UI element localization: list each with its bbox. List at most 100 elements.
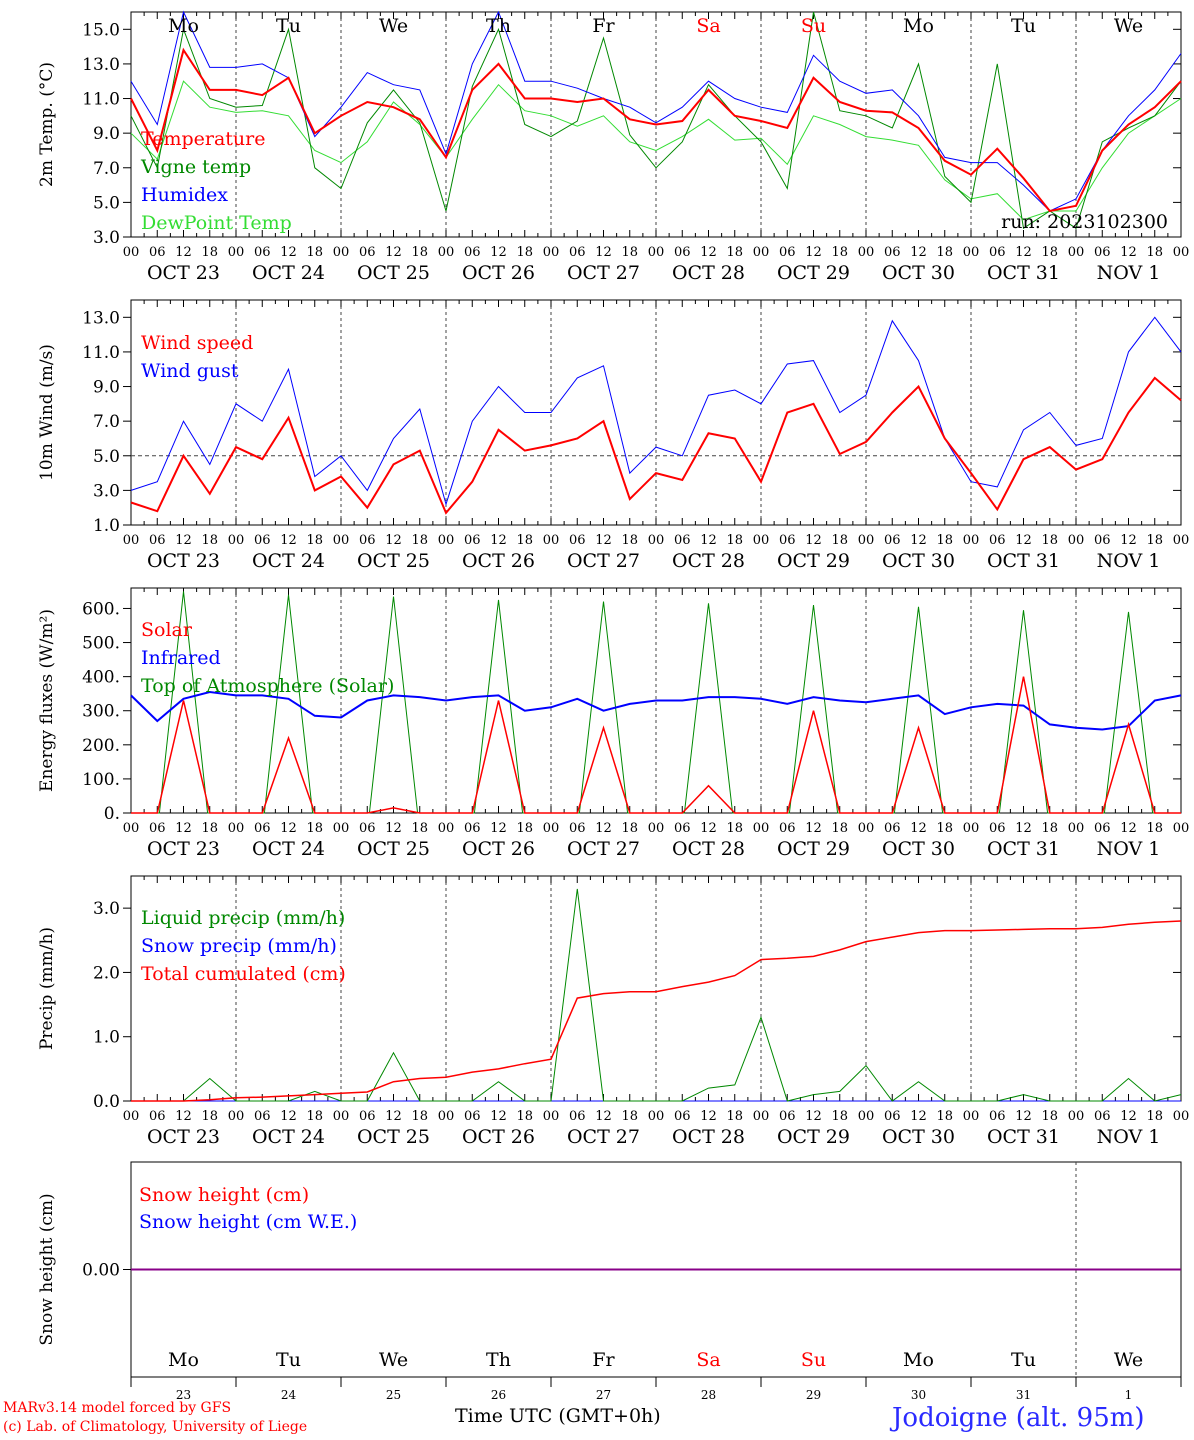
- hour-label: 00: [333, 1109, 350, 1124]
- hour-label: 06: [884, 245, 901, 260]
- hour-label: 00: [753, 245, 770, 260]
- y-tick-label: 7.0: [93, 412, 120, 432]
- hour-label: 18: [621, 245, 638, 260]
- y-tick-label: 0.0: [93, 1092, 120, 1112]
- date-label: NOV 1: [1097, 838, 1161, 860]
- date-label: OCT 30: [882, 838, 955, 860]
- y-tick-label: 200.: [82, 736, 120, 756]
- hour-label: 00: [333, 821, 350, 836]
- y-tick-label: 11.0: [82, 90, 120, 110]
- y-tick-label: 5.0: [93, 447, 120, 467]
- hour-label: 06: [779, 1109, 796, 1124]
- day-number-label: 24: [281, 1388, 297, 1402]
- date-label: OCT 24: [252, 838, 325, 860]
- hour-label: 18: [621, 1109, 638, 1124]
- hour-label: 00: [963, 533, 980, 548]
- hour-label: 18: [831, 821, 848, 836]
- y-tick-label: 3.0: [93, 228, 120, 248]
- hour-label: 18: [726, 1109, 743, 1124]
- date-label: OCT 23: [147, 838, 220, 860]
- hour-label: 18: [306, 1109, 323, 1124]
- panel-2: 10m Wind (m/s) 1.0 3.0 5.0 7.0 9.0 11.0 13.0 Win…: [37, 299, 1190, 572]
- hour-label: 00: [543, 1109, 560, 1124]
- hour-label: 00: [333, 533, 350, 548]
- y-axis-label: Energy fluxes (W/m²): [37, 609, 57, 792]
- hour-label: 06: [569, 533, 586, 548]
- hour-label: 18: [306, 533, 323, 548]
- series-line-solar: [131, 676, 1181, 814]
- panel-3: Energy fluxes (W/m²) 0. 100. 200. 300. 400. 50…: [37, 587, 1189, 860]
- hour-label: 12: [385, 533, 402, 548]
- hour-label: 12: [595, 1109, 612, 1124]
- weekday-label: We: [379, 15, 408, 37]
- hour-label: 00: [753, 821, 770, 836]
- weekday-label: We: [1114, 1349, 1143, 1371]
- hour-label: 00: [1068, 245, 1085, 260]
- hour-label: 00: [333, 245, 350, 260]
- hour-label: 18: [1041, 245, 1058, 260]
- y-axis-label: Snow height (cm): [37, 1193, 57, 1345]
- date-label: OCT 26: [462, 838, 535, 860]
- hour-label: 06: [884, 1109, 901, 1124]
- hour-label: 18: [1146, 1109, 1163, 1124]
- hour-label: 00: [228, 821, 245, 836]
- hour-label: 00: [648, 245, 665, 260]
- date-label: OCT 26: [462, 550, 535, 572]
- hour-label: 06: [254, 533, 271, 548]
- hour-label: 12: [700, 821, 717, 836]
- hour-label: 00: [228, 533, 245, 548]
- legend-entry: Snow precip (mm/h): [141, 935, 337, 957]
- y-tick-label: 13.0: [82, 55, 120, 75]
- y-tick-label: 13.0: [82, 308, 120, 328]
- hour-label: 12: [700, 1109, 717, 1124]
- hour-label: 06: [779, 821, 796, 836]
- hour-label: 18: [831, 1109, 848, 1124]
- y-tick-label: 2.0: [93, 963, 120, 983]
- series-line-wind-speed: [130, 376, 1182, 515]
- day-number-label: 27: [596, 1388, 611, 1402]
- hour-label: 06: [989, 533, 1006, 548]
- hour-label: 12: [175, 245, 192, 260]
- hour-label: 12: [805, 533, 822, 548]
- hour-label: 06: [569, 821, 586, 836]
- legend-entry: Wind gust: [141, 360, 239, 382]
- legend-entry: Wind speed: [141, 332, 253, 354]
- hour-label: 18: [936, 821, 953, 836]
- hour-label: 18: [411, 1109, 428, 1124]
- hour-label: 18: [726, 245, 743, 260]
- hour-label: 00: [228, 1109, 245, 1124]
- y-tick-label: 3.0: [93, 899, 120, 919]
- hour-label: 18: [1146, 533, 1163, 548]
- hour-label: 00: [123, 821, 140, 836]
- y-tick-label: 11.0: [82, 343, 120, 363]
- weekday-label: Fr: [592, 1349, 615, 1371]
- date-label: OCT 27: [567, 838, 640, 860]
- hour-label: 12: [1015, 245, 1032, 260]
- hour-label: 06: [779, 533, 796, 548]
- series-line-total-cumulated: [131, 920, 1182, 1102]
- y-tick-label: 7.0: [93, 159, 120, 179]
- y-tick-label: 9.0: [93, 124, 120, 144]
- date-label: NOV 1: [1097, 1126, 1161, 1148]
- hour-label: 00: [1173, 533, 1190, 548]
- weekday-label: Tu: [276, 15, 301, 37]
- series-line-temperature: [130, 47, 1182, 213]
- hour-label: 12: [700, 245, 717, 260]
- series-line-vigne-temp: [130, 11, 1182, 230]
- day-number-label: 25: [386, 1388, 401, 1402]
- day-number-label: 26: [491, 1388, 506, 1402]
- hour-label: 00: [438, 821, 455, 836]
- hour-label: 00: [1173, 1109, 1190, 1124]
- legend-entry: DewPoint Temp: [141, 212, 292, 234]
- legend-entry: Top of Atmosphere (Solar): [141, 675, 394, 697]
- date-label: NOV 1: [1097, 262, 1161, 284]
- date-label: OCT 28: [672, 262, 745, 284]
- hour-label: 06: [674, 245, 691, 260]
- panel-1: 2m Temp. (°C) 3.0 5.0 7.0 9.0 11.0 13.0 15.0 Mo T…: [37, 10, 1189, 284]
- date-label: OCT 31: [987, 550, 1060, 572]
- hour-label: 12: [175, 1109, 192, 1124]
- date-label: OCT 25: [357, 262, 430, 284]
- series-line-wind-gust: [130, 316, 1182, 506]
- hour-label: 18: [1041, 533, 1058, 548]
- hour-label: 12: [1120, 245, 1137, 260]
